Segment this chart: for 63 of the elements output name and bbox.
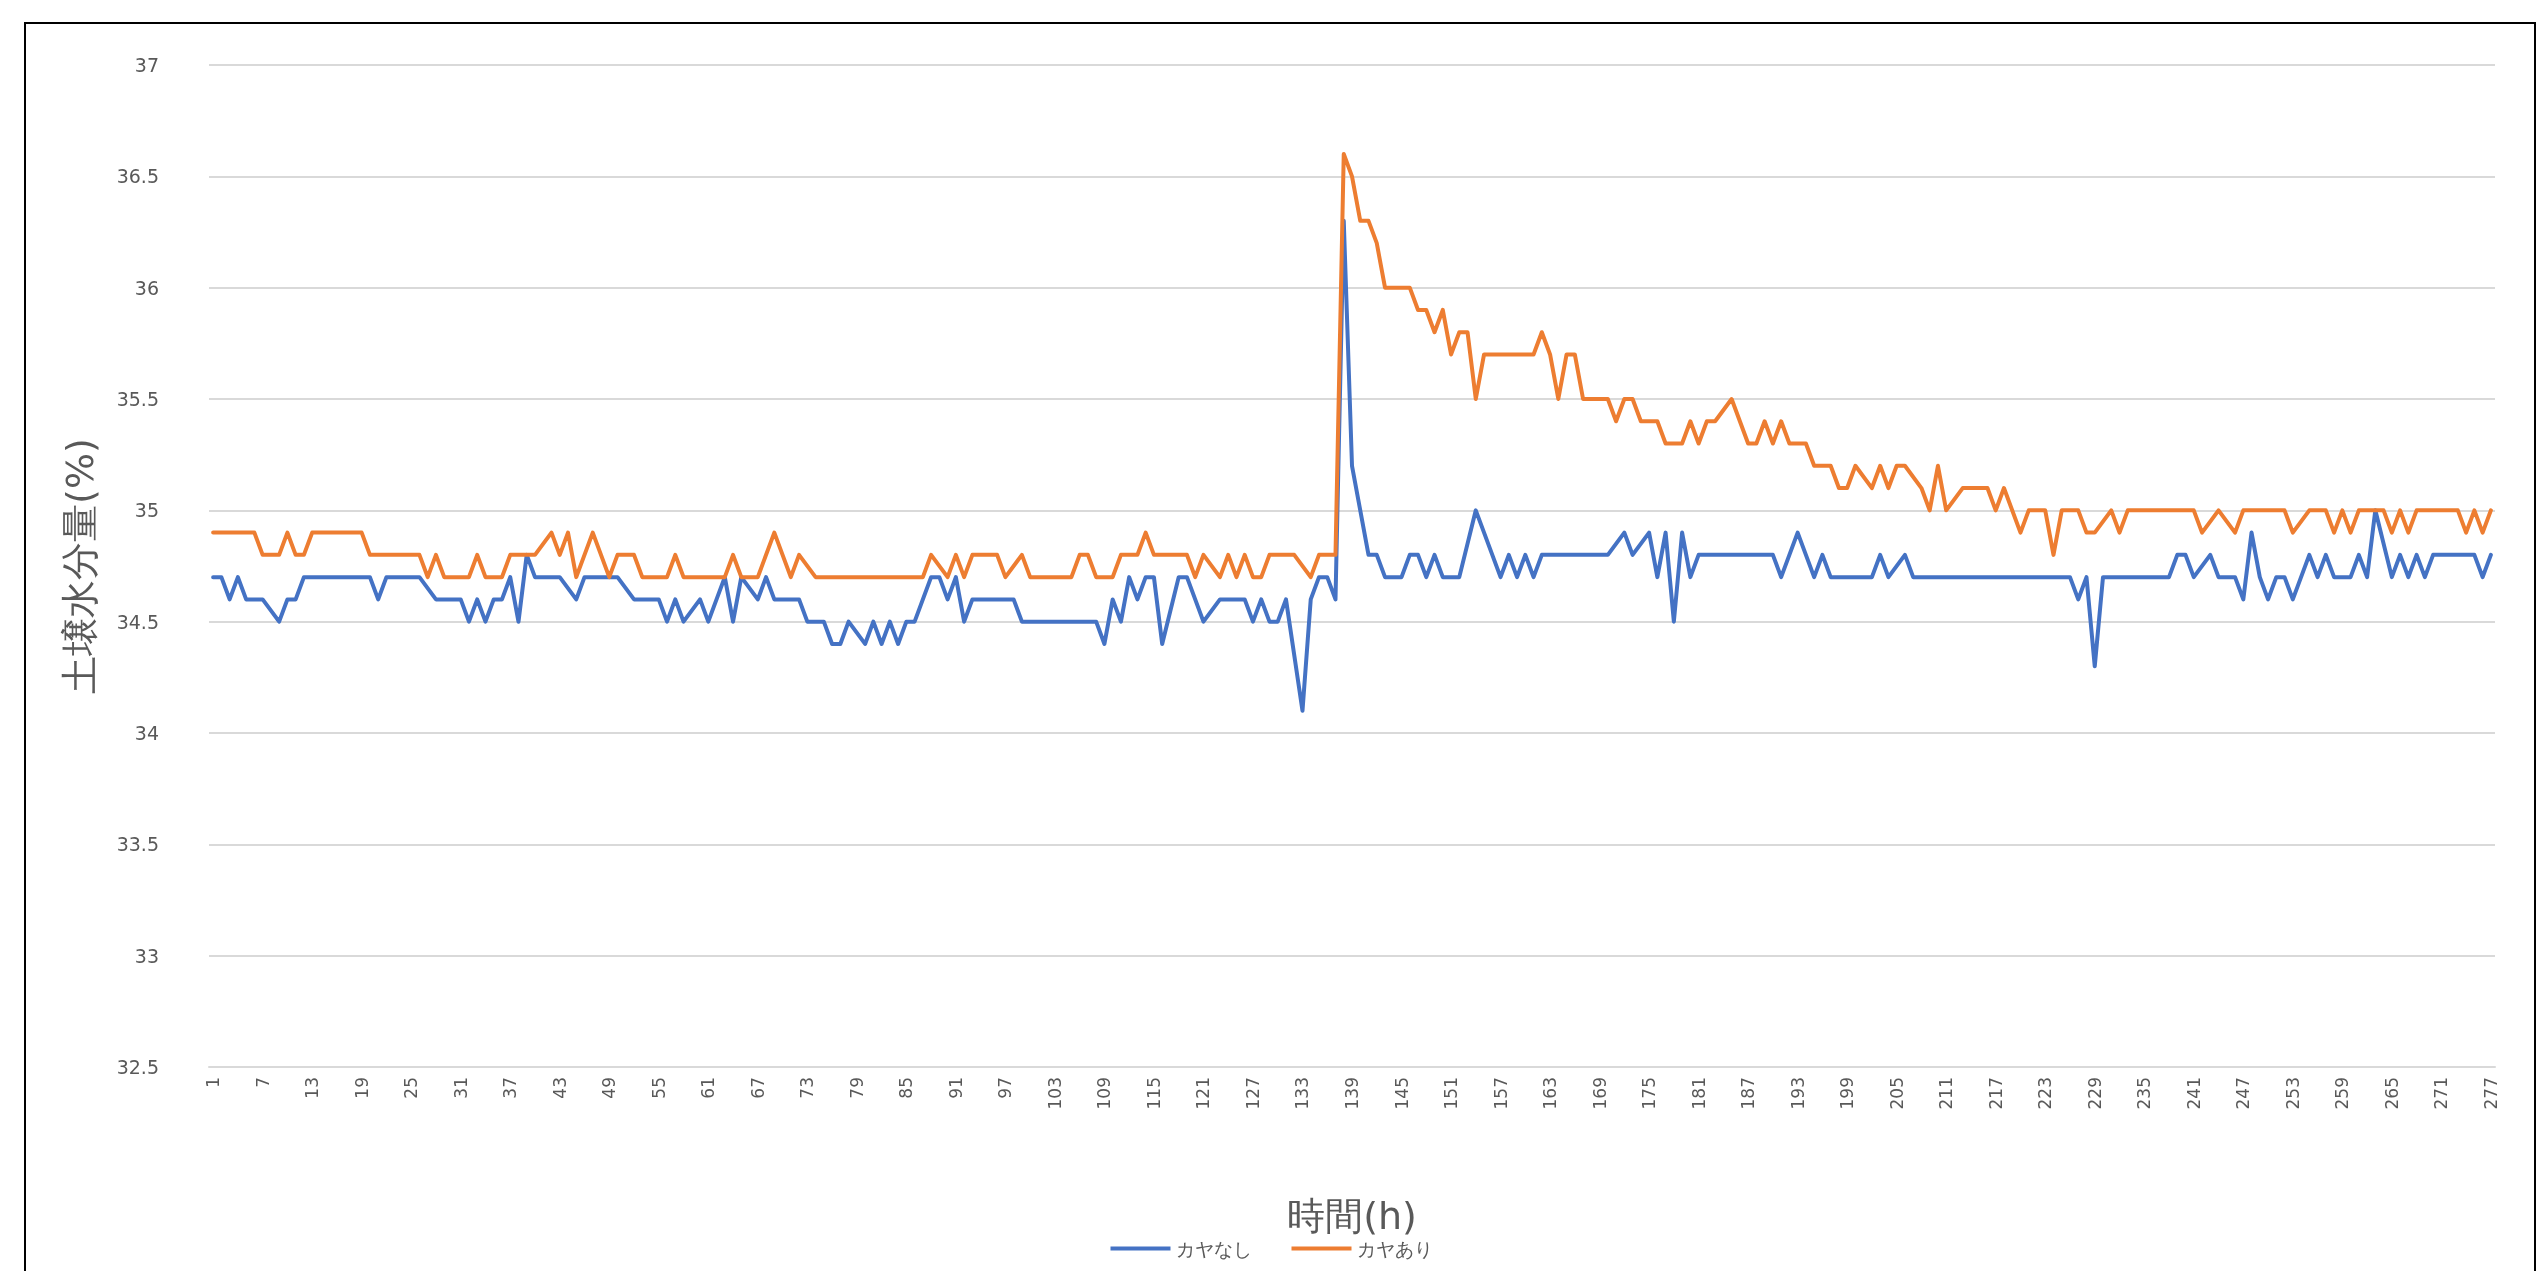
x-tick-label: 13 — [302, 1077, 323, 1099]
line-series — [211, 152, 2493, 580]
x-tick-label: 85 — [896, 1077, 917, 1099]
x-tick-label: 163 — [1540, 1077, 1561, 1110]
x-tick-label: 103 — [1044, 1077, 1065, 1110]
x-tick-label: 121 — [1193, 1077, 1214, 1110]
x-tick-label: 271 — [2431, 1077, 2452, 1110]
line-series — [211, 218, 2493, 713]
x-tick-label: 31 — [450, 1077, 471, 1099]
x-tick-label: 211 — [1936, 1077, 1957, 1110]
x-tick-label: 265 — [2381, 1077, 2402, 1110]
x-tick-label: 253 — [2282, 1077, 2303, 1110]
x-tick-label: 25 — [401, 1077, 422, 1099]
y-tick-label: 34 — [134, 722, 159, 744]
y-tick-label: 36 — [134, 276, 159, 299]
x-tick-label: 133 — [1292, 1077, 1313, 1110]
x-tick-label: 223 — [2035, 1077, 2056, 1110]
y-axis-title: 土壌水分量(%) — [58, 438, 102, 694]
x-tick-label: 145 — [1391, 1077, 1412, 1110]
y-tick-label: 32.5 — [116, 1056, 159, 1078]
x-tick-label: 139 — [1342, 1077, 1362, 1110]
x-tick-label: 55 — [648, 1077, 669, 1099]
x-tick-label: 199 — [1837, 1077, 1858, 1110]
x-tick-label: 1 — [203, 1077, 224, 1088]
x-tick-label: 109 — [1094, 1077, 1115, 1110]
legend-label: カヤあり — [1356, 1237, 1433, 1260]
x-tick-label: 37 — [500, 1077, 521, 1099]
x-tick-label: 7 — [252, 1077, 273, 1088]
x-tick-label: 61 — [698, 1077, 719, 1099]
y-tick-label: 33.5 — [116, 833, 159, 856]
x-tick-label: 127 — [1242, 1077, 1263, 1110]
y-tick-label: 36.5 — [116, 165, 159, 188]
y-tick-label: 37 — [134, 54, 159, 76]
x-tick-label: 79 — [846, 1077, 867, 1099]
x-tick-label: 97 — [995, 1077, 1016, 1099]
x-tick-label: 187 — [1738, 1077, 1759, 1110]
x-tick-label: 235 — [2134, 1077, 2155, 1110]
x-tick-label: 217 — [1985, 1077, 2006, 1110]
x-tick-label: 67 — [747, 1077, 768, 1099]
x-tick-label: 19 — [351, 1077, 372, 1099]
y-tick-label: 35 — [134, 499, 159, 522]
x-tick-label: 175 — [1639, 1077, 1660, 1110]
x-axis-title: 時間(h) — [1287, 1194, 1417, 1238]
x-tick-label: 205 — [1886, 1077, 1907, 1110]
x-tick-label: 49 — [599, 1077, 620, 1099]
x-tick-label: 259 — [2332, 1077, 2353, 1110]
x-tick-label: 181 — [1688, 1077, 1709, 1110]
x-tick-label: 73 — [797, 1077, 818, 1099]
x-tick-label: 151 — [1441, 1077, 1462, 1110]
x-tick-label: 229 — [2084, 1077, 2105, 1110]
x-tick-label: 241 — [2183, 1077, 2204, 1110]
x-tick-label: 193 — [1787, 1077, 1808, 1110]
x-tick-label: 157 — [1490, 1077, 1511, 1110]
y-tick-label: 34.5 — [116, 610, 159, 633]
legend-label: カヤなし — [1175, 1237, 1252, 1260]
y-tick-label: 33 — [134, 944, 159, 967]
x-tick-label: 115 — [1143, 1077, 1164, 1110]
x-tick-label: 277 — [2480, 1077, 2501, 1110]
y-tick-label: 35.5 — [116, 388, 159, 410]
x-tick-label: 247 — [2233, 1077, 2254, 1110]
x-tick-label: 169 — [1589, 1077, 1610, 1110]
x-tick-label: 43 — [549, 1077, 570, 1099]
x-tick-label: 91 — [945, 1077, 966, 1099]
